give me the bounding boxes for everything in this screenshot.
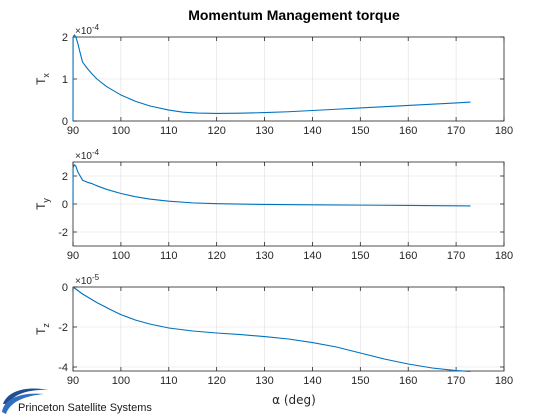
subplot-2: 90 100 110 120 130 140 150 160 170 180 -2 0 2 ×10-4 Ty [34,148,513,262]
x-tick-label: 170 [447,375,465,387]
y-exponent-base: ×10 [75,151,92,162]
y-exponent-power: -5 [92,273,100,282]
x-tick-label: 160 [399,125,417,137]
y-exponent-power: -4 [92,148,100,157]
x-tick-label: 130 [255,375,273,387]
x-tick-label: 160 [399,250,417,262]
y-axis-label-sub: x [41,73,51,78]
x-tick-label: 90 [67,125,79,137]
x-axis-label-symbol: α [272,393,280,407]
x-axis-label-unit: (deg) [284,393,316,407]
y-axis-label-sub: y [41,198,51,203]
x-tick-label: 110 [160,250,178,262]
y-exponent-base: ×10 [75,26,92,37]
y-exponent-label: ×10-4 [75,148,100,162]
y-tick-label: -2 [58,322,68,334]
x-tick-label: 100 [112,125,130,137]
y-tick-label: -2 [58,227,68,239]
y-exponent-power: -4 [92,23,100,32]
x-tick-label: 180 [495,375,513,387]
x-tick-label: 100 [112,375,130,387]
series-line-1 [72,286,471,372]
x-tick-label: 180 [495,250,513,262]
y-axis-label-main: T [34,202,48,210]
x-tick-label: 170 [447,250,465,262]
x-tick-label: 120 [207,250,225,262]
x-axis-label: α (deg) [272,393,316,407]
y-tick-label: 0 [62,116,68,128]
x-tick-label: 130 [255,250,273,262]
x-tick-label: 150 [351,125,369,137]
y-axis-label-sub: z [41,323,51,328]
y-tick-label: -4 [58,362,68,374]
y-axis-label: Ty [34,198,51,210]
series-line-1 [72,164,471,207]
y-tick-label: 1 [62,74,68,86]
axes-box [72,286,505,372]
subplot-1: 90 100 110 120 130 140 150 160 170 180 0 1 2 ×10-4 Tx [34,23,513,137]
x-tick-label: 90 [67,375,79,387]
y-exponent-label: ×10-5 [75,273,100,287]
x-tick-label: 130 [255,125,273,137]
y-tick-label: 0 [62,199,68,211]
y-axis-label-main: T [34,327,48,335]
x-tick-label: 110 [160,375,178,387]
y-tick-label: 2 [62,32,68,44]
y-exponent-label: ×10-4 [75,23,100,37]
subplot-3: 90 100 110 120 130 140 150 160 170 180 -4 -2 0 ×10-5 T… [34,273,513,387]
series-line-1 [72,34,471,122]
y-axis-label: Tx [34,73,51,85]
y-tick-label: 0 [62,282,68,294]
y-tick-label: 2 [62,171,68,183]
swoosh-logo-icon [2,388,48,414]
x-tick-label: 120 [207,125,225,137]
x-tick-label: 140 [303,375,321,387]
x-tick-label: 120 [207,375,225,387]
x-tick-label: 160 [399,375,417,387]
x-tick-label: 150 [351,375,369,387]
x-tick-label: 180 [495,125,513,137]
plots-container: 90 100 110 120 130 140 150 160 170 180012×10-4Tx9… [34,23,513,387]
x-tick-label: 140 [303,125,321,137]
logo: Princeton Satellite Systems [2,388,152,414]
x-tick-label: 100 [112,250,130,262]
y-exponent-base: ×10 [75,276,92,287]
x-tick-label: 170 [447,125,465,137]
x-tick-label: 110 [160,125,178,137]
x-tick-label: 150 [351,250,369,262]
y-axis-label-main: T [34,77,48,85]
logo-text: Princeton Satellite Systems [18,402,152,414]
x-tick-label: 140 [303,250,321,262]
y-axis-label: Tz [34,323,51,335]
figure-title: Momentum Management torque [188,7,400,23]
x-tick-label: 90 [67,250,79,262]
